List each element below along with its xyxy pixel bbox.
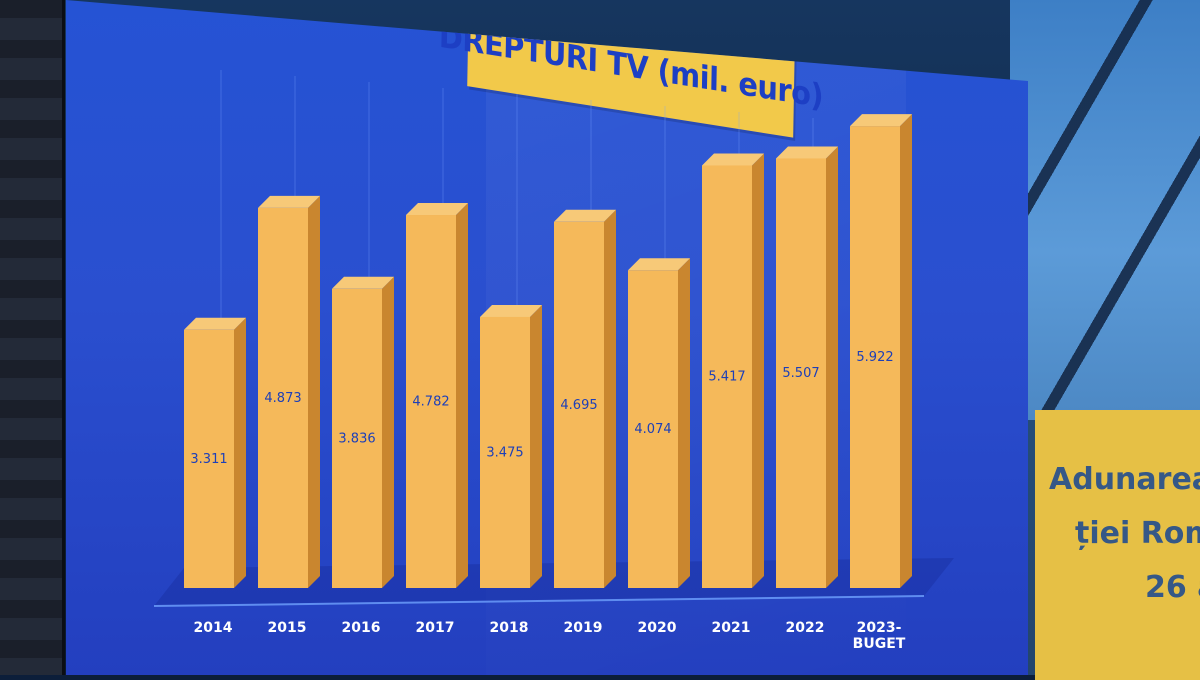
bar-value-label: 5.922 [856,350,893,365]
bar-value-label: 3.311 [190,452,227,467]
x-tick-label-line: 2018 [490,620,529,636]
x-tick-label: 2014 [194,620,233,636]
x-tick-label: 2015 [268,620,307,636]
x-tick-label: 2018 [490,620,529,636]
bar-value-label: 4.873 [264,391,301,406]
bar [258,207,308,588]
sign-line-1: Adunarea [1049,462,1200,497]
x-tick-label-line: 2023- [857,620,902,636]
bar-top [258,195,320,208]
bar-top [628,258,690,271]
bar-top [184,317,246,330]
bar-top [776,146,838,159]
bar-top [850,114,912,127]
x-axis-line [153,595,925,607]
bar-value-label: 3.836 [338,431,375,446]
bar-group [184,317,246,588]
x-tick-label-line: 2017 [416,620,455,636]
bar-side [752,153,764,588]
bar-side [234,317,246,588]
bar-value-label: 5.507 [782,366,819,381]
x-tick-label-line: 2014 [194,620,233,636]
bar-side [604,209,616,589]
x-tick-label: 2020 [638,620,677,636]
x-tick-label-line: 2021 [712,620,751,636]
x-tick-label-line: 2019 [564,620,603,636]
x-tick-label-line: 2016 [342,620,381,636]
bar-top [406,203,468,216]
bar [850,126,900,589]
bar-top [480,304,542,317]
x-tick-label: 2023-BUGET [853,620,906,652]
bar-side [530,304,542,588]
x-tick-label-line: BUGET [853,636,906,652]
glass-ceiling [1010,0,1200,420]
bar-group [628,258,690,588]
bar-side [456,203,468,588]
bar-chart: 3.311 2014 4.873 2015 3.836 2016 4.782 2017 3.47… [153,70,954,652]
bar-top [702,153,764,166]
bar [776,158,826,589]
bar-group [480,304,542,588]
bar-value-label: 4.695 [560,398,597,413]
x-tick-label: 2016 [342,620,381,636]
bar-side [900,114,912,589]
bar [628,270,678,588]
x-tick-label: 2019 [564,620,603,636]
bar-group [554,209,616,589]
bar-side [308,195,320,588]
bar [702,165,752,588]
bar-group [258,195,320,588]
bar-side [382,276,394,588]
bar-value-label: 4.074 [634,422,671,437]
bar-group [332,276,394,588]
x-tick-label-line: 2015 [268,620,307,636]
bar [406,215,456,588]
x-tick-label: 2022 [786,620,825,636]
bar [554,221,604,589]
bar-top [554,209,616,222]
bar [184,329,234,588]
x-tick-label: 2021 [712,620,751,636]
bar-group [406,203,468,588]
background-sign: Adunarea ției Român 26 a [1035,410,1200,680]
x-tick-label: 2017 [416,620,455,636]
bar [332,288,382,588]
bar-side [678,258,690,588]
x-tick-label-line: 2022 [786,620,825,636]
x-tick-label-line: 2020 [638,620,677,636]
bar-value-label: 4.782 [412,395,449,410]
bar-group [776,146,838,589]
bar-top [332,276,394,289]
bar-group [850,114,912,589]
sign-line-3: 26 a [1145,570,1200,605]
bar-group [702,153,764,588]
stage-truss [0,0,65,675]
bar-value-label: 5.417 [708,370,745,385]
sign-line-2: ției Român [1075,516,1200,551]
presentation-screen: DREPTURI TV (mil. euro) 3.311 2014 4.873 20… [66,0,1028,675]
bar [480,316,530,588]
bar-value-label: 3.475 [486,445,523,460]
bar-side [826,146,838,589]
